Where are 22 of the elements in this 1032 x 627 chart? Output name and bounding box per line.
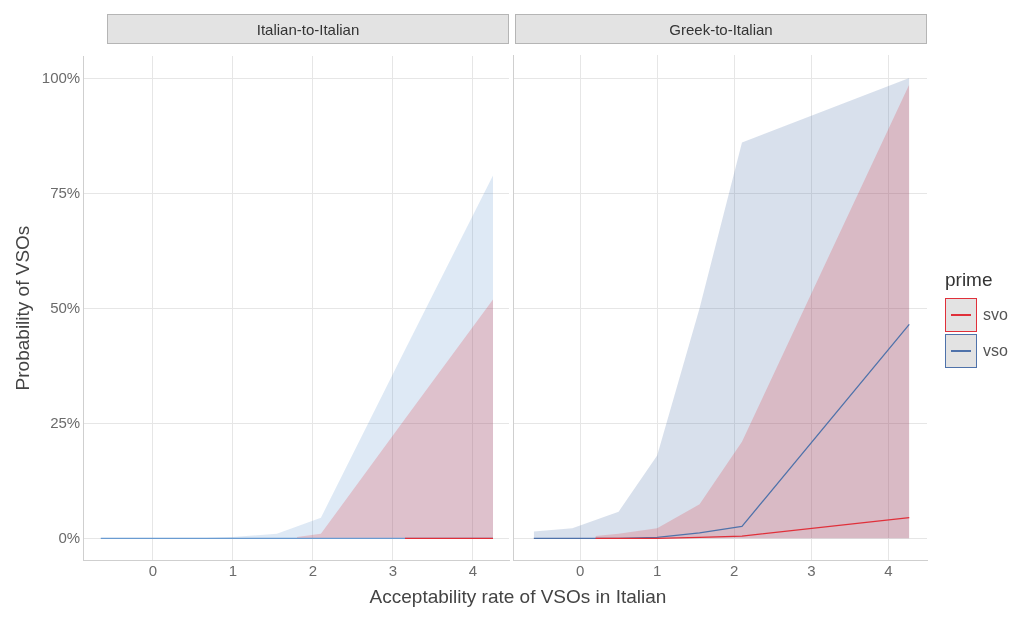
y-tick-label: 25% [50, 413, 81, 431]
x-axis-title: Acceptability rate of VSOs in Italian [368, 586, 668, 608]
chart-title: Italian-to-Italian [107, 14, 509, 44]
y-tick-label: 100% [41, 69, 81, 87]
legend-label: vso [983, 342, 1008, 360]
y-tick-label: 0% [58, 528, 81, 546]
x-tick-label: 3 [388, 562, 398, 580]
y-tick-label: 75% [50, 183, 81, 201]
x-tick-label: 0 [148, 562, 157, 580]
y-tick-label: 50% [50, 298, 81, 316]
chart-title: Greek-to-Italian [515, 14, 927, 44]
x-tick-label: 1 [653, 562, 662, 580]
x-tick-label: 1 [228, 562, 238, 580]
y-axis-title: Probability of VSOs [11, 225, 33, 391]
x-tick-label: 2 [308, 562, 318, 580]
x-tick-label: 0 [575, 562, 585, 580]
x-tick-label: 3 [807, 562, 816, 580]
x-tick-label: 4 [468, 562, 478, 580]
legend-title: prime [945, 269, 994, 291]
x-tick-label: 2 [730, 562, 739, 580]
legend-label: svo [983, 306, 1008, 324]
x-tick-label: 4 [884, 562, 893, 580]
